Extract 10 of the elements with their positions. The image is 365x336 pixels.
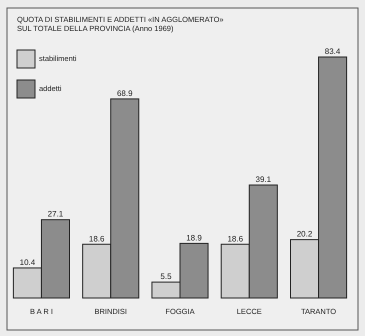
data-label: 18.9 <box>186 233 202 242</box>
data-label: 68.9 <box>116 88 134 98</box>
data-label: 39.1 <box>256 175 272 184</box>
data-label: 18.6 <box>227 234 244 244</box>
data-label: 10.4 <box>20 258 36 267</box>
data-label: 27.1 <box>48 210 64 219</box>
data-label: 20.2 <box>296 230 313 239</box>
data-label: 18.6 <box>88 234 106 244</box>
data-label: 5.5 <box>160 272 172 282</box>
data-label: 83.4 <box>324 47 341 56</box>
